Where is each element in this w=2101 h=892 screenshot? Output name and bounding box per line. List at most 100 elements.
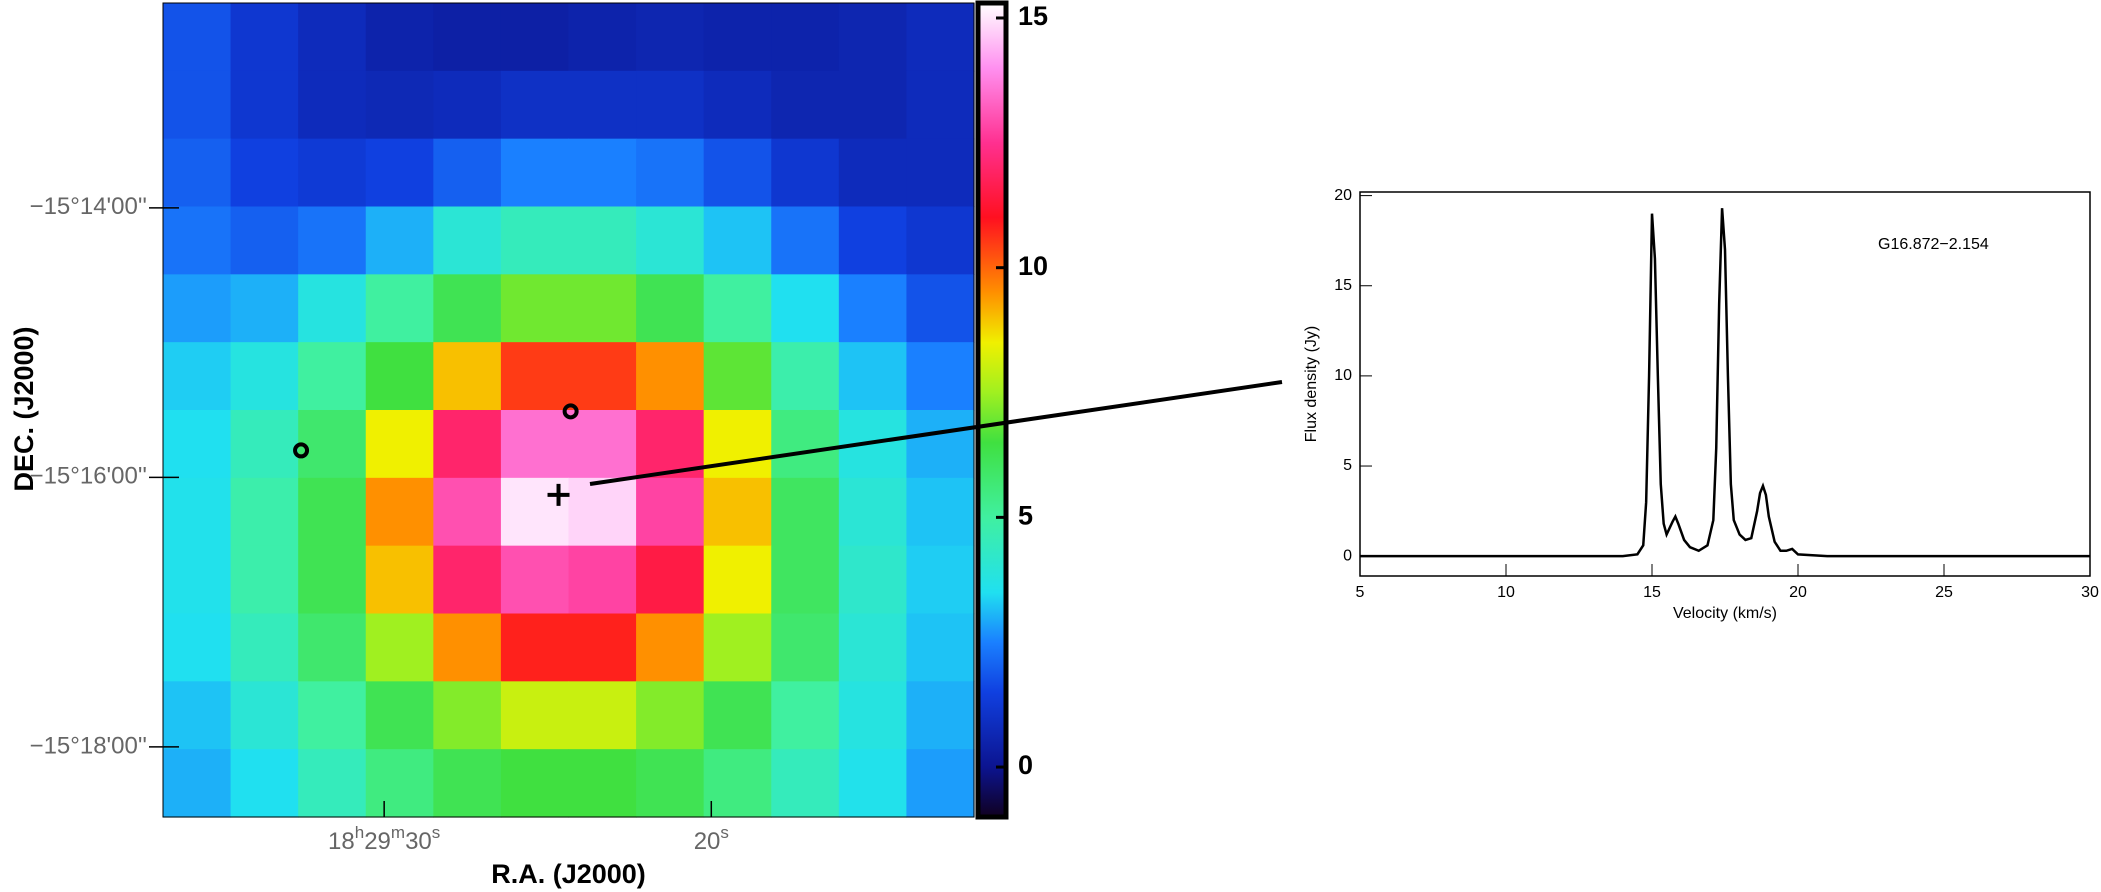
plot-frame xyxy=(162,2,975,818)
heatmap-cell xyxy=(771,274,840,343)
heatmap-cell xyxy=(703,274,772,343)
heatmap-cell xyxy=(636,206,705,275)
heatmap-cell xyxy=(568,545,637,615)
heatmap-cell xyxy=(500,138,570,208)
heatmap-cell xyxy=(298,342,367,411)
heatmap-cell xyxy=(230,70,299,140)
marker-circle xyxy=(562,403,579,420)
heatmap-cell xyxy=(230,206,299,275)
heatmap-cell xyxy=(568,477,637,547)
spectrum-line xyxy=(1360,208,2090,558)
heatmap-cell xyxy=(163,681,232,750)
colorbar-tick-label: 0 xyxy=(1018,750,1033,780)
heatmap-cell xyxy=(838,342,908,411)
heatmap-cell xyxy=(365,681,434,750)
heatmap-cell xyxy=(838,274,908,343)
heatmap-cell xyxy=(838,3,908,72)
y-tick-label: −15°16'00'' xyxy=(30,463,147,490)
heatmap-cell xyxy=(568,613,637,682)
heatmap-cell xyxy=(703,613,772,682)
heatmap-cell xyxy=(230,545,299,615)
y-tick-label: 10 xyxy=(1334,367,1352,384)
heatmap-cell xyxy=(703,3,772,72)
heatmap-cell xyxy=(298,477,367,547)
x-tick-label: 18h​29m​30s​ xyxy=(328,823,440,855)
heatmap-cell xyxy=(433,749,502,818)
heatmap-cell xyxy=(433,545,502,615)
heatmap-cell xyxy=(771,681,840,750)
heatmap-cell xyxy=(500,613,570,682)
heatmap-cell xyxy=(433,70,502,140)
heatmap-cell xyxy=(163,545,232,615)
heatmap-cell xyxy=(906,477,975,547)
heatmap-cell xyxy=(636,274,705,343)
heatmap-cell xyxy=(703,342,772,411)
heatmap-cell xyxy=(906,3,975,72)
heatmap-cell xyxy=(433,342,502,411)
heatmap-cell xyxy=(500,749,570,818)
heatmap-cell xyxy=(636,545,705,615)
heatmap-cell xyxy=(906,613,975,682)
heatmap-cell xyxy=(771,342,840,411)
heatmap-cell xyxy=(365,545,434,615)
heatmap-cell xyxy=(906,70,975,140)
heatmap-cell xyxy=(365,410,434,479)
heatmap-cell xyxy=(838,545,908,615)
heatmap-cell xyxy=(838,477,908,547)
heatmap-cell xyxy=(365,613,434,682)
heatmap-cell xyxy=(163,613,232,682)
heatmap-cell xyxy=(298,274,367,343)
heatmap-cell xyxy=(230,613,299,682)
heatmap-cell xyxy=(163,206,232,275)
heatmap-cell xyxy=(636,477,705,547)
heatmap-cell xyxy=(365,477,434,547)
marker-plus xyxy=(547,483,570,506)
y-tick-label: −15°18'00'' xyxy=(30,732,147,759)
heatmap-cell xyxy=(568,749,637,818)
y-tick-label: 5 xyxy=(1343,457,1352,474)
heatmap-cell xyxy=(568,342,637,411)
colorbar xyxy=(975,0,1009,820)
heatmap-cell xyxy=(230,342,299,411)
heatmap-cell xyxy=(433,613,502,682)
heatmap-cell xyxy=(230,3,299,72)
heatmap-cell xyxy=(163,410,232,479)
heatmap-cell xyxy=(636,70,705,140)
x-axis-label: R.A. (J2000) xyxy=(491,859,646,889)
heatmap-cell xyxy=(433,3,502,72)
heatmap-cell xyxy=(771,206,840,275)
heatmap-cell xyxy=(298,206,367,275)
heatmap-cell xyxy=(703,477,772,547)
heatmap-cell xyxy=(500,342,570,411)
heatmap-cell xyxy=(163,342,232,411)
heatmap-cell xyxy=(298,138,367,208)
x-tick-label: 20 xyxy=(1789,584,1807,601)
heatmap-cell xyxy=(568,681,637,750)
heatmap-cell xyxy=(906,274,975,343)
heatmap-cell xyxy=(838,206,908,275)
heatmap-cell xyxy=(703,70,772,140)
heatmap-cell xyxy=(838,681,908,750)
heatmap-cell xyxy=(771,749,840,818)
heatmap-cell xyxy=(433,410,502,479)
heatmap-cell xyxy=(365,138,434,208)
heatmap-cell xyxy=(771,138,840,208)
heatmap-cell xyxy=(163,3,232,72)
heatmap-cell xyxy=(636,749,705,818)
y-axis-label: Flux density (Jy) xyxy=(1303,326,1320,442)
annotation: G16.872−2.154 xyxy=(1878,236,1989,253)
y-tick-label: 0 xyxy=(1343,547,1352,564)
heatmap-cell xyxy=(568,274,637,343)
heatmap-cell xyxy=(568,138,637,208)
heatmap-cell xyxy=(433,206,502,275)
heatmap-cell xyxy=(230,138,299,208)
y-tick-label: 20 xyxy=(1334,187,1352,204)
heatmap-cell xyxy=(906,342,975,411)
heatmap-cell xyxy=(636,613,705,682)
heatmap-cell xyxy=(365,274,434,343)
heatmap-cell xyxy=(771,410,840,479)
heatmap-cell xyxy=(298,3,367,72)
heatmap-cell xyxy=(163,138,232,208)
heatmap-cell xyxy=(568,3,637,72)
